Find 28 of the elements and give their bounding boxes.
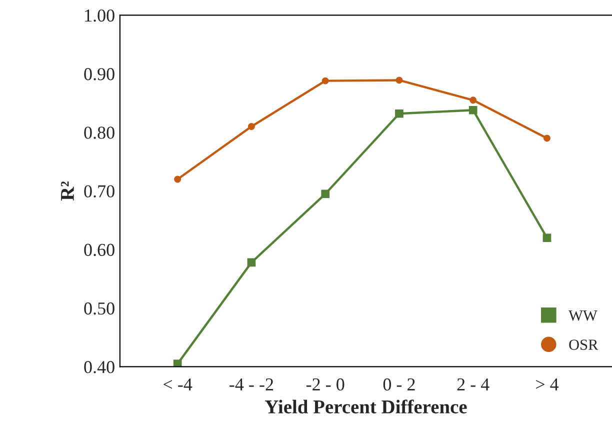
- legend-label: OSR: [569, 340, 598, 350]
- point: [248, 123, 255, 130]
- point: [470, 96, 477, 104]
- x-tick-label: 0 - 2: [383, 378, 415, 391]
- point: [321, 190, 330, 198]
- x-tick-label: > 4: [536, 378, 559, 390]
- point: [542, 234, 552, 242]
- point: [396, 76, 403, 84]
- point: [322, 77, 329, 84]
- y-axis-title: R²: [60, 181, 74, 201]
- x-tick-label: < -4: [164, 378, 192, 390]
- legend-label: WW: [568, 310, 598, 321]
- point: [468, 106, 478, 114]
- y-tick-label: 0.90: [84, 68, 114, 80]
- x-tick-label: -4 - -2: [230, 378, 274, 390]
- point: [174, 176, 182, 183]
- y-tick-label: 0.50: [84, 302, 114, 315]
- x-axis-title: Yield Percent Difference: [264, 400, 467, 414]
- y-tick-label: 0.80: [84, 126, 114, 139]
- point: [544, 134, 550, 142]
- point: [395, 109, 404, 118]
- y-tick-label: 1.00: [85, 9, 114, 22]
- x-tick-label: 2 - 4: [457, 378, 490, 390]
- y-tick-label: 0.40: [84, 360, 114, 374]
- y-tick-label: 0.70: [84, 185, 114, 198]
- point: [247, 258, 256, 267]
- y-tick-label: 0.60: [84, 244, 114, 256]
- x-tick-label: -2 - 0: [306, 378, 344, 391]
